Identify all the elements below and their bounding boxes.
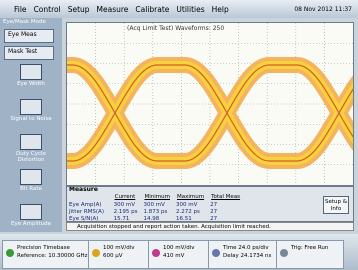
measure-cell: 2.272 ps [176, 209, 210, 216]
menu-bar: File Control Setup Measure Calibrate Utilitie… [0, 0, 358, 18]
measure-cell: 27 [210, 202, 246, 209]
color-dot [6, 249, 14, 257]
header-cell: Maximum [176, 193, 210, 202]
measure-cell: 2.195 ps [114, 209, 144, 216]
color-dot [92, 249, 100, 257]
eye-diagram [67, 23, 353, 185]
left-panel: Eye/Mask Mode Eye Meas Mask Test Eye Width S… [0, 18, 62, 232]
menu-item[interactable]: Control [34, 5, 61, 14]
screen: File Control Setup Measure Calibrate Utilitie… [0, 0, 358, 270]
measure-cell: 300 mV [176, 202, 210, 209]
menu-item[interactable]: Setup [68, 5, 90, 14]
header-cell [69, 193, 114, 202]
measure-cell: 1.873 ps [143, 209, 176, 216]
menu-item[interactable]: Help [212, 5, 229, 14]
icon [20, 99, 42, 115]
status-item[interactable]: Trig: Free Run [276, 240, 344, 269]
menu-item[interactable]: Utilities [176, 5, 204, 14]
setup-button[interactable]: Setup & Info [323, 196, 349, 214]
mode-label: Eye/Mask Mode [0, 18, 62, 26]
menu-item[interactable]: File [14, 5, 27, 14]
status-bar: Acquisition stopped and report action ta… [66, 222, 354, 231]
button-label: Signal to Noise [6, 116, 56, 122]
measure-cell: 300 mV [114, 202, 144, 209]
tab[interactable]: Mask Test [4, 46, 54, 60]
header-cell: Minimum [143, 193, 176, 202]
header-cell: Total Meas [210, 193, 246, 202]
button-label: Eye Width [6, 81, 56, 87]
measure-cell: 300 mV [143, 202, 176, 209]
color-dot [212, 249, 220, 257]
datetime: 08 Nov 2012 11:37 [294, 6, 352, 13]
eye-graph: (Acq Limit Test) Waveforms: 250 [66, 22, 354, 186]
measure-cell: 27 [210, 209, 246, 216]
measure-tab: Measure [69, 186, 98, 193]
icon [20, 204, 42, 220]
measure-cell: Eye Amp(A) [69, 202, 114, 209]
icon [20, 64, 42, 80]
icon [20, 134, 42, 150]
menu-item[interactable]: Measure [97, 5, 129, 14]
measure-cell: Jitter RMS(A) [69, 209, 114, 216]
tab[interactable]: Eye Meas [4, 29, 54, 43]
measure-button[interactable]: Duty Cycle Distortion [6, 134, 56, 165]
measure-button[interactable]: Eye Amplitude [6, 204, 56, 232]
measure-button[interactable]: Signal to Noise [6, 99, 56, 130]
button-label: Bit Rate [6, 186, 56, 192]
status-text: Trig: Free Run [291, 244, 341, 252]
icon [20, 169, 42, 185]
button-label: Eye Amplitude [6, 221, 56, 227]
header-cell: Current [114, 193, 144, 202]
measure-button[interactable]: Eye Width [6, 64, 56, 95]
menu-item[interactable]: Calibrate [135, 5, 169, 14]
color-dot [280, 249, 288, 257]
color-dot [152, 249, 160, 257]
measure-button[interactable]: Bit Rate [6, 169, 56, 200]
button-label: Duty Cycle Distortion [6, 151, 56, 163]
